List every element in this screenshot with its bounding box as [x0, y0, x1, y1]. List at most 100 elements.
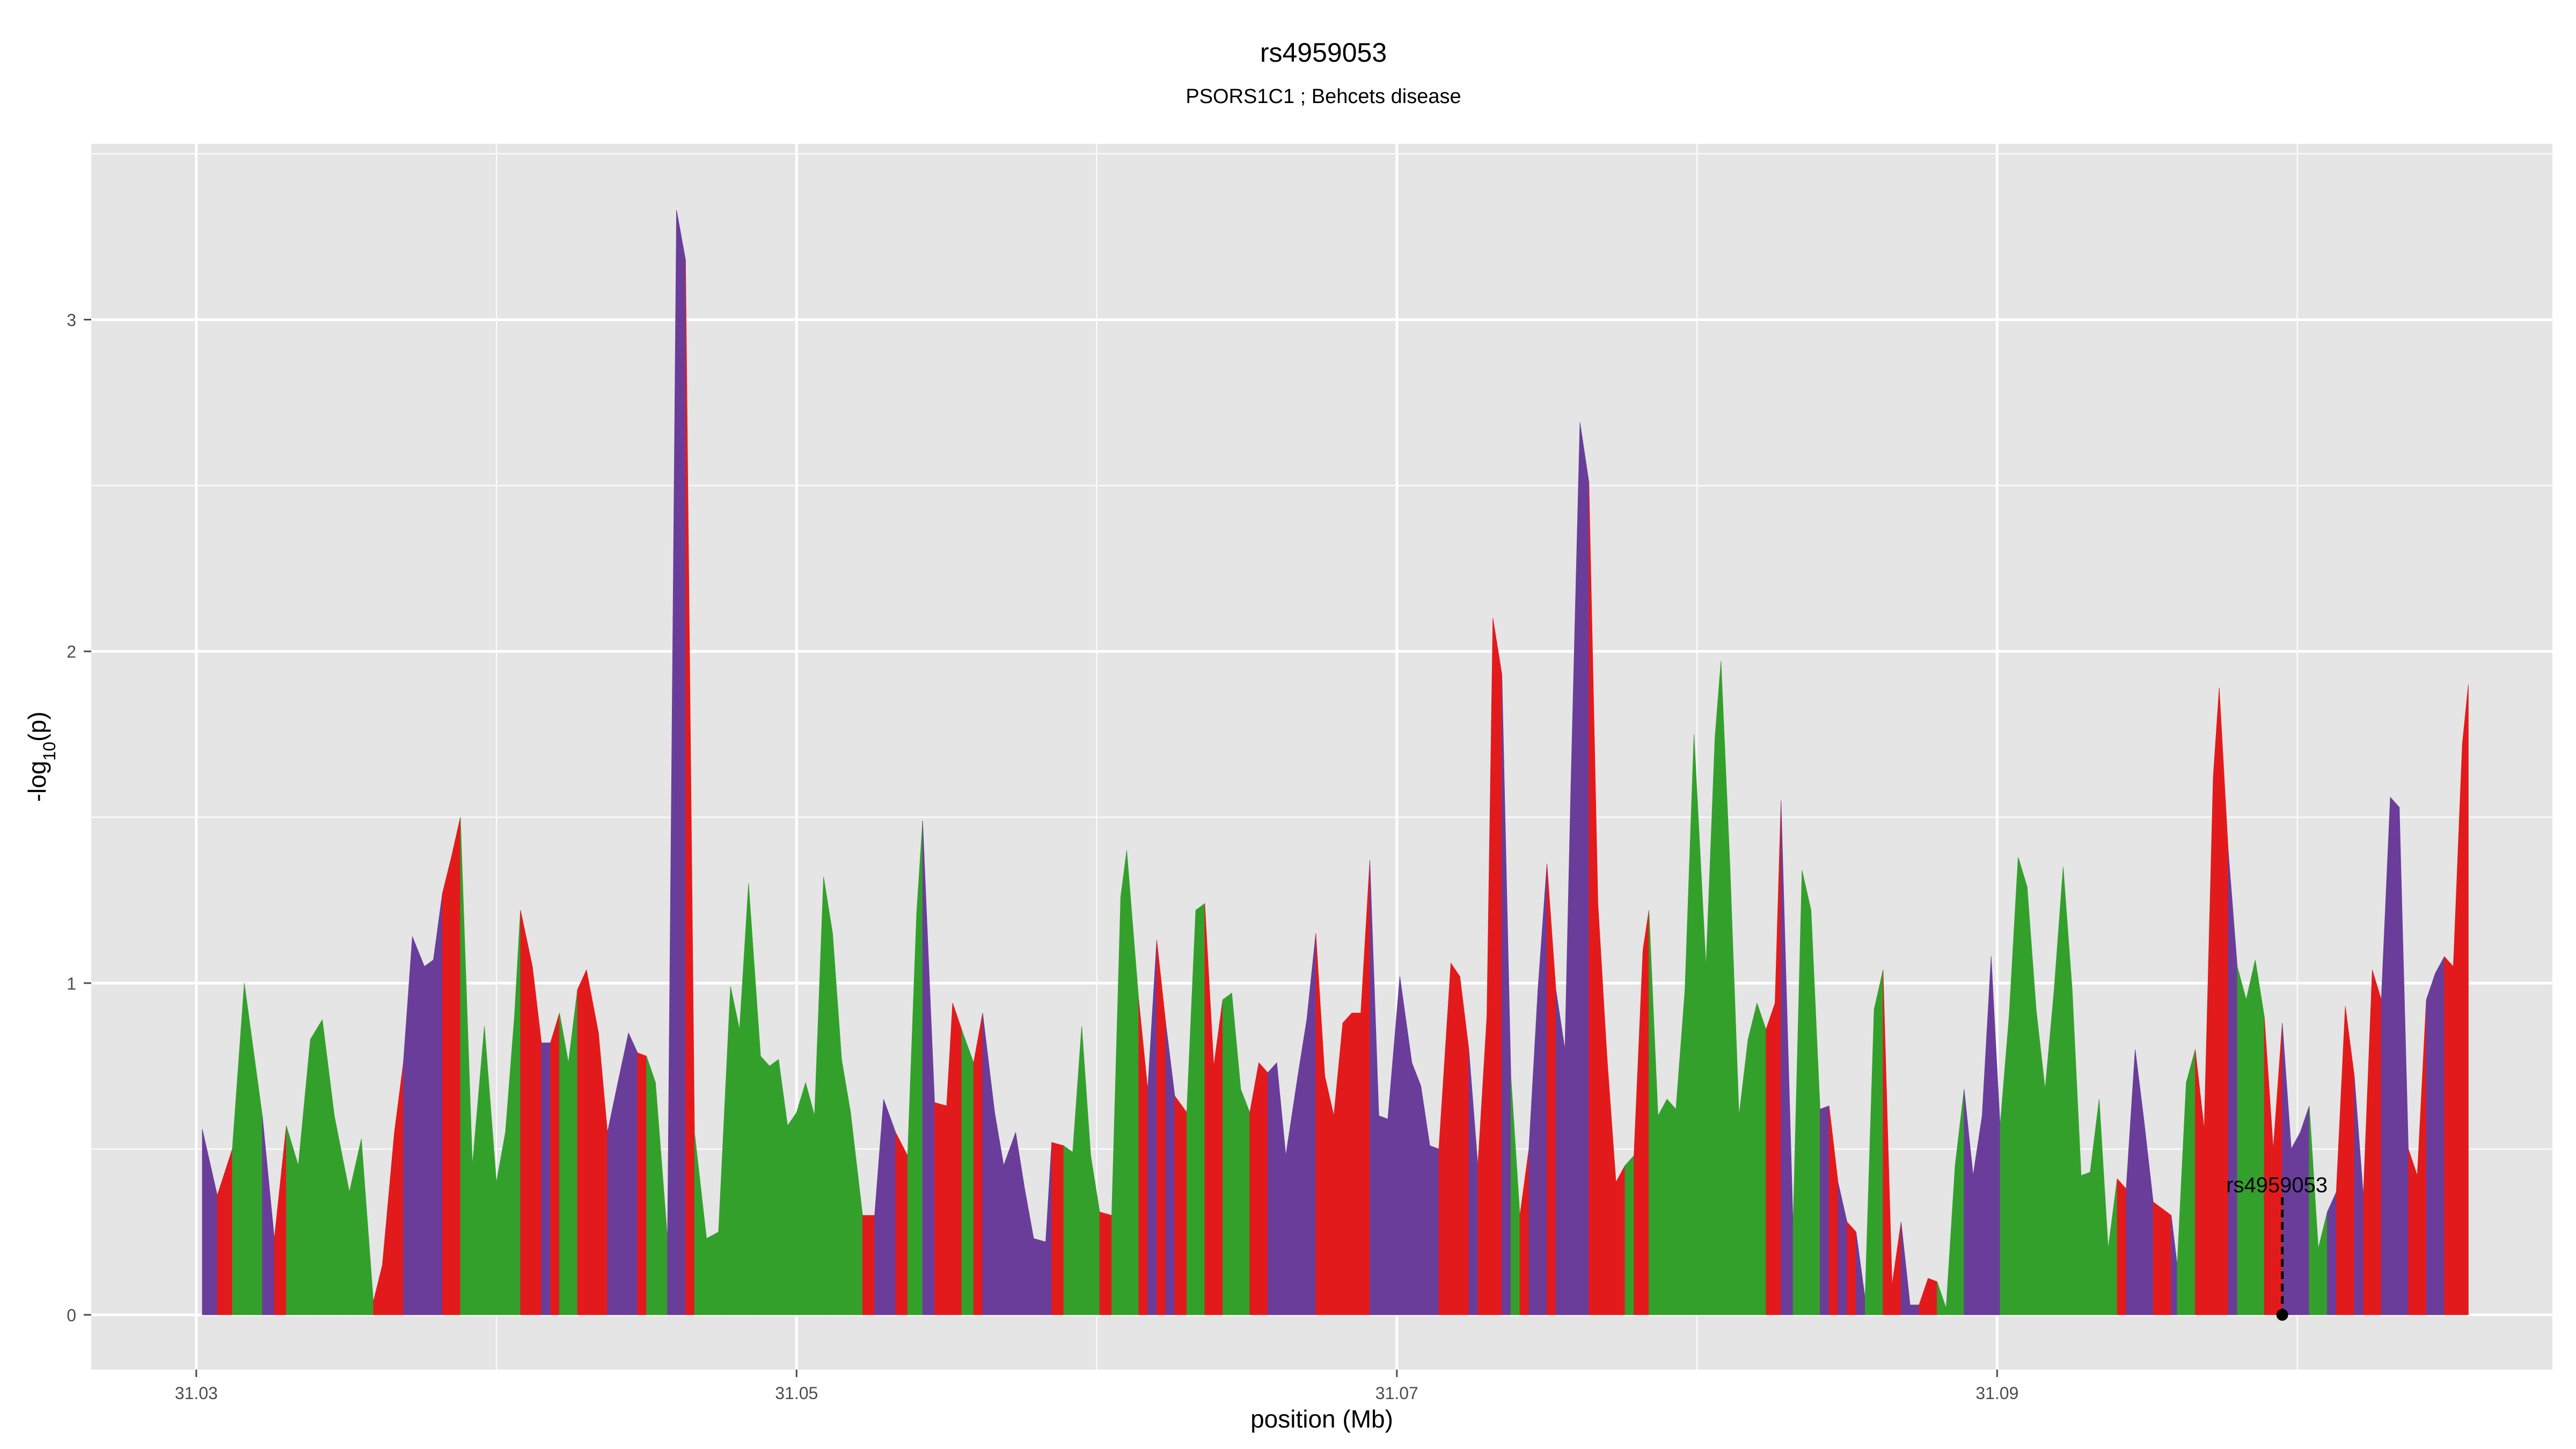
x-axis-title: position (Mb)	[1250, 1405, 1393, 1433]
y-tick-label: 0	[67, 1306, 76, 1325]
area-segment-purple	[883, 1099, 896, 1315]
area-segment-red	[1847, 1221, 1856, 1315]
area-segment-red	[1643, 910, 1649, 1315]
area-segment-green	[1666, 1099, 1677, 1315]
area-segment-green	[1063, 1145, 1073, 1315]
area-segment-red	[1324, 1075, 1334, 1315]
area-segment-green	[2018, 857, 2028, 1315]
x-tick-label: 31.07	[1375, 1384, 1418, 1403]
area-segment-green	[2255, 960, 2265, 1315]
highlight-snp: rs4959053	[2226, 1173, 2328, 1321]
area-segment-red	[1351, 1013, 1362, 1315]
area-segment-purple	[433, 893, 443, 1315]
area-segment-purple	[1267, 1062, 1277, 1315]
area-segment-green	[796, 1082, 806, 1315]
area-segment-purple	[1820, 1106, 1829, 1315]
area-segment-purple	[628, 1033, 638, 1315]
area-segment-red	[2372, 970, 2382, 1315]
area-segment-red	[2117, 1178, 2127, 1315]
area-segment-green	[646, 1056, 656, 1315]
area-segment-green	[961, 1029, 974, 1315]
area-segment-red	[577, 970, 587, 1315]
area-segment-green	[823, 877, 833, 1315]
area-segment-green	[1874, 970, 1884, 1315]
area-segment-purple	[2390, 796, 2400, 1315]
y-tick-label: 1	[67, 974, 76, 993]
area-segment-red	[973, 1013, 983, 1315]
area-segment-red	[1492, 618, 1502, 1315]
area-segment-purple	[1909, 1305, 1920, 1315]
area-segment-red	[934, 1102, 947, 1315]
area-segment-green	[805, 1082, 815, 1315]
area-segment-purple	[2435, 956, 2445, 1315]
area-segment-purple	[424, 959, 434, 1315]
area-segment-green	[2186, 1049, 2196, 1315]
area-segment-red	[1928, 1278, 1937, 1315]
highlight-label: rs4959053	[2226, 1173, 2328, 1197]
area-segment-purple	[2426, 973, 2436, 1315]
area-segment-red	[1342, 1012, 1352, 1315]
area-segment-green	[310, 1019, 323, 1315]
area-segment-red	[895, 1132, 908, 1315]
area-segment-green	[1624, 1155, 1634, 1315]
area-segment-green	[787, 1111, 797, 1315]
area-segment-red	[520, 910, 533, 1315]
area-segment-purple	[541, 1042, 551, 1315]
area-series	[202, 210, 2469, 1315]
area-segment-purple	[1033, 1238, 1046, 1315]
area-segment-purple	[412, 936, 425, 1315]
area-segment-purple	[2327, 1192, 2337, 1315]
area-segment-green	[1658, 1099, 1667, 1315]
area-segment-purple	[1579, 422, 1590, 1315]
area-segment-red	[442, 857, 452, 1315]
area-segment-red	[862, 1215, 875, 1315]
area-segment-green	[2246, 960, 2256, 1315]
y-tick-label: 2	[67, 642, 76, 662]
area-segment-green	[2237, 966, 2246, 1315]
area-segment-green	[1223, 992, 1232, 1315]
x-tick-label: 31.03	[175, 1384, 218, 1403]
area-segment-red	[2213, 687, 2220, 1315]
area-segment-red	[952, 1002, 962, 1315]
area-segment-red	[2444, 956, 2454, 1315]
area-segment-red	[2462, 684, 2469, 1315]
area-segment-purple	[1378, 1115, 1388, 1315]
area-segment-green	[1120, 850, 1127, 1315]
area-segment-green	[1757, 1002, 1767, 1315]
area-segment-purple	[1429, 1145, 1439, 1315]
area-segment-purple	[676, 210, 686, 1315]
area-segment-red	[1099, 1211, 1112, 1315]
area-segment-green	[706, 1231, 719, 1315]
area-segment-green	[730, 986, 740, 1315]
area-segment-red	[550, 1013, 560, 1315]
area-segment-red	[1615, 1165, 1626, 1315]
area-segment-purple	[2300, 1106, 2310, 1315]
x-axis: 31.03 31.05 31.07 31.09	[175, 1370, 2018, 1403]
x-tick-label: 31.05	[775, 1384, 818, 1403]
minor-gridlines	[91, 144, 2552, 1370]
area-segment-green	[1747, 1002, 1758, 1315]
area-segment-red	[1174, 1095, 1187, 1315]
area-segment-red	[1766, 1002, 1775, 1315]
area-segment-green	[1195, 903, 1205, 1315]
y-axis: 0 1 2 3	[67, 311, 91, 1325]
area-segment-red	[2408, 1148, 2418, 1315]
area-segment-green	[769, 1059, 779, 1315]
area-segment-green	[559, 1013, 569, 1315]
chart-title: rs4959053	[1260, 38, 1387, 68]
chart-subtitle: PSORS1C1 ; Behcets disease	[1185, 85, 1461, 108]
area-segment-green	[1715, 661, 1722, 1315]
area-segment-red	[1051, 1142, 1064, 1315]
x-tick-label: 31.09	[1975, 1384, 2018, 1403]
area-segment-red	[2153, 1202, 2163, 1315]
area-segment-red	[637, 1052, 647, 1315]
area-segment-red	[1258, 1062, 1268, 1315]
area-segment-green	[2081, 1172, 2091, 1315]
y-tick-label: 3	[67, 311, 76, 330]
area-segment-red	[1451, 962, 1460, 1315]
area-segment-green	[760, 1055, 770, 1315]
highlight-point	[2276, 1309, 2288, 1321]
y-axis-title: -log10(p)	[23, 712, 59, 802]
area-segment-red	[2162, 1208, 2172, 1315]
